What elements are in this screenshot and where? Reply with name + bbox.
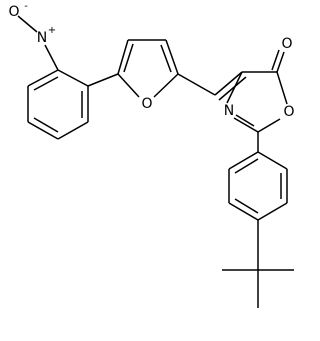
bond [218, 76, 247, 101]
bond [153, 73, 179, 98]
atom-label: O [8, 4, 19, 20]
atom-label: O [283, 104, 294, 120]
bond [27, 121, 59, 140]
atom-label: O [141, 96, 152, 112]
charge-label: - [24, 1, 28, 12]
bond [160, 44, 172, 73]
bond [44, 44, 59, 71]
bond [233, 117, 259, 133]
bond [117, 73, 140, 98]
bond [57, 69, 89, 87]
charge-label: + [48, 25, 56, 36]
bond [226, 71, 243, 104]
bond [214, 71, 243, 96]
bond [27, 69, 59, 87]
bond [257, 118, 281, 133]
bond [276, 71, 288, 105]
bond [57, 121, 89, 140]
bond [33, 76, 59, 91]
atom-labels: O - N + O N O O [8, 1, 294, 120]
atom-label: N [37, 30, 47, 46]
bond [228, 151, 259, 170]
bond [17, 15, 38, 33]
bond [234, 198, 259, 214]
bond [87, 73, 119, 87]
bond [117, 39, 129, 75]
bond [257, 202, 288, 221]
bond [33, 117, 59, 133]
bond [165, 39, 179, 75]
bond [177, 73, 216, 96]
bond [228, 202, 259, 221]
bond [276, 51, 285, 73]
bond [123, 43, 134, 73]
bond [271, 49, 280, 71]
bond [257, 151, 288, 170]
structure-diagram: O - N + O N O O [8, 1, 295, 308]
bond [234, 158, 259, 174]
atom-label: N [224, 103, 234, 119]
bonds [17, 15, 294, 308]
atom-label: O [281, 36, 292, 52]
bond [235, 114, 255, 127]
